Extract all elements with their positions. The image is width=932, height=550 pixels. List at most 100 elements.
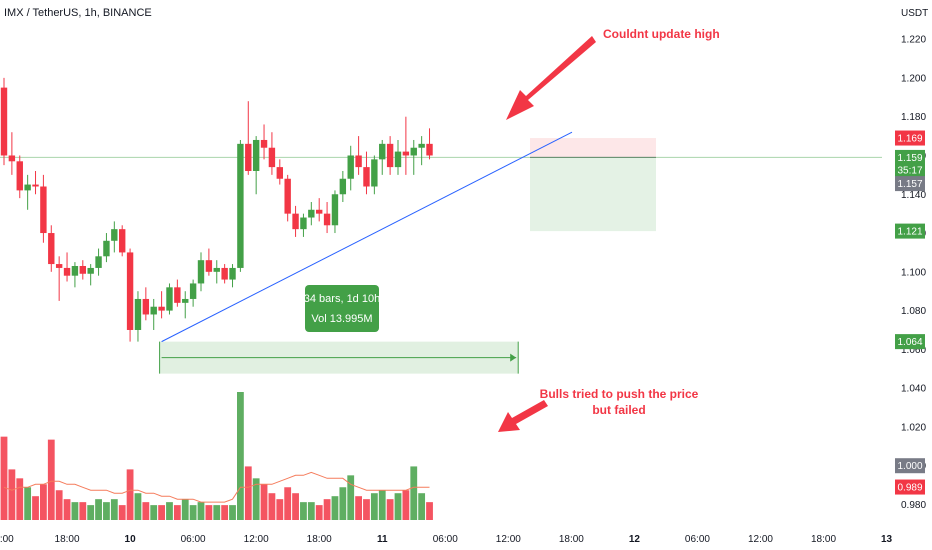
measure-volume-text: Vol 13.995M [311,313,372,325]
candle-body [292,213,299,230]
volume-bar [323,499,331,520]
volume-bar [87,505,95,520]
y-tick-label: 1.060 [901,345,926,356]
volume-bar [118,505,126,520]
volume-bar [426,502,433,520]
candle-body [331,194,339,226]
price-tag-label: 1.121 [897,227,922,238]
y-tick-label: 1.020 [901,422,926,433]
candle-body [316,209,323,214]
price-tag-box [895,149,925,165]
volume-bar [95,499,102,520]
candle-body [174,287,181,303]
price-tag-label: 1.000 [897,461,922,472]
candle-body [71,266,79,276]
candle-body [426,143,433,156]
candle-body [245,143,252,171]
price-tag-label: 1.064 [897,337,922,348]
candle-body [300,217,307,230]
volume-bar [418,493,426,520]
price-tag: 1.121 [895,223,925,239]
candle-body [95,256,102,268]
x-tick-label: 11 [377,534,388,545]
volume-bar [331,496,339,520]
y-tick-label: 1.140 [901,190,926,201]
measure-label: 34 bars, 1d 10h Vol 13.995M [304,285,380,332]
price-tag: 1.064 [895,334,925,350]
top-annotation: Couldnt update high [603,27,720,41]
volume-bar [363,499,370,520]
price-tag: 1.157 [895,176,925,192]
volume-bar [237,392,244,520]
candle-body [24,184,31,191]
candle-body [410,147,417,156]
y-tick-label: 1.100 [901,267,926,278]
volume-bar [276,499,284,520]
target-zone [530,157,656,232]
measure-bars-text: 34 bars, 1d 10h [304,293,380,305]
price-tag: 35:17 [895,162,925,178]
candle-body [16,161,23,191]
candle-body [363,167,370,187]
volume-bar [8,469,16,520]
price-tag-box [895,458,925,474]
candle-body [134,298,142,330]
x-tick-label: 18:00 [559,534,584,545]
price-tag: 1.159 [895,149,925,165]
bottom-annotation-line1: Bulls tried to push the price [540,387,699,401]
price-axis: 1.2201.2001.1801.1601.1401.1201.1001.080… [901,8,928,511]
volume-bar [300,502,307,520]
candle-body [63,267,71,276]
volume-bar [166,502,173,520]
candle-body [205,260,213,272]
candle-body [284,178,291,214]
volume-bar [347,475,355,520]
volume-bar [315,505,323,520]
chart-title: IMX / TetherUS, 1h, BINANCE [4,7,152,19]
x-tick-label: 18:00 [811,534,836,545]
price-tag-label: 0.989 [897,483,922,494]
candle-body [355,155,362,168]
volume-bar [268,493,276,520]
x-tick-label: 06:00 [433,534,458,545]
price-tag: 1.000 [895,458,925,474]
x-tick-label: 18:00 [55,534,80,545]
drawing-zones [0,138,882,374]
volume-bar [63,499,71,520]
volume-bar [150,505,158,520]
volume-bar [142,502,150,520]
price-tag-box [895,176,925,192]
stop-zone [530,138,656,158]
candle-body [103,240,110,257]
candle-body [166,287,173,311]
volume-bar [292,493,299,520]
volume-bar [110,499,118,520]
bottom-annotation-line2: but failed [592,403,645,417]
candle-body [221,267,228,280]
volume-bar [79,502,87,520]
volume-bar [40,484,47,520]
volume-bar [221,505,229,520]
volume-bar [205,505,213,520]
candles [0,77,433,342]
candle-body [119,229,126,253]
x-tick-label: 06:00 [685,534,710,545]
x-tick-label: 12:00 [244,534,269,545]
price-tag-label: 1.157 [897,179,922,190]
x-tick-label: 18:00 [307,534,332,545]
candle-body [111,229,118,241]
candle-body [55,264,63,268]
candle-body [371,159,378,187]
volume-bar [307,502,315,520]
candle-body [87,267,94,274]
volume-bar [394,493,402,520]
volume-bar [47,439,55,520]
candle-body [126,252,134,330]
candle-body [142,298,150,315]
volume-bar [158,505,165,520]
volume-bar [103,502,110,520]
volume-ma [3,471,430,503]
price-tag-label: 1.159 [897,153,922,164]
volume-bar [284,487,292,520]
